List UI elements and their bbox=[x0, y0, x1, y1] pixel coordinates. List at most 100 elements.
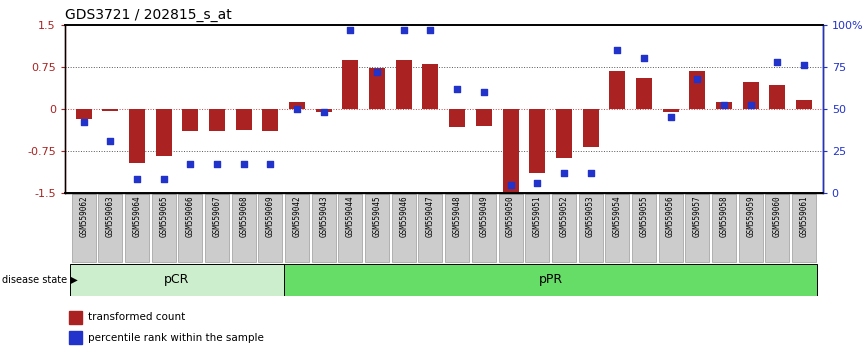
Text: GSM559051: GSM559051 bbox=[533, 195, 542, 237]
FancyBboxPatch shape bbox=[792, 194, 816, 262]
Bar bbox=[209, 109, 225, 131]
Text: GSM559047: GSM559047 bbox=[426, 195, 435, 237]
Point bbox=[557, 170, 571, 176]
FancyBboxPatch shape bbox=[472, 194, 496, 262]
Bar bbox=[369, 69, 385, 109]
FancyBboxPatch shape bbox=[685, 194, 709, 262]
Text: pCR: pCR bbox=[165, 273, 190, 286]
FancyBboxPatch shape bbox=[552, 194, 576, 262]
Text: GSM559060: GSM559060 bbox=[772, 195, 782, 237]
Text: pPR: pPR bbox=[539, 273, 563, 286]
FancyBboxPatch shape bbox=[365, 194, 389, 262]
Text: GSM559053: GSM559053 bbox=[586, 195, 595, 237]
Point bbox=[584, 170, 598, 176]
Text: GSM559045: GSM559045 bbox=[372, 195, 382, 237]
Text: GSM559056: GSM559056 bbox=[666, 195, 675, 237]
Point bbox=[77, 120, 91, 125]
Bar bbox=[636, 78, 652, 109]
Text: GSM559069: GSM559069 bbox=[266, 195, 275, 237]
Point bbox=[611, 47, 624, 53]
Text: GSM559042: GSM559042 bbox=[293, 195, 301, 237]
FancyBboxPatch shape bbox=[391, 194, 416, 262]
Point bbox=[797, 62, 811, 68]
Bar bbox=[502, 109, 519, 192]
Bar bbox=[583, 109, 598, 147]
Bar bbox=[716, 102, 732, 109]
FancyBboxPatch shape bbox=[258, 194, 282, 262]
Point bbox=[344, 27, 358, 33]
Bar bbox=[156, 109, 171, 156]
FancyBboxPatch shape bbox=[125, 194, 149, 262]
Bar bbox=[743, 82, 759, 109]
Bar bbox=[289, 102, 305, 109]
Bar bbox=[396, 60, 412, 109]
FancyBboxPatch shape bbox=[99, 194, 122, 262]
Bar bbox=[769, 85, 785, 109]
Text: GSM559049: GSM559049 bbox=[480, 195, 488, 237]
Point bbox=[290, 106, 304, 112]
FancyBboxPatch shape bbox=[605, 194, 630, 262]
FancyBboxPatch shape bbox=[178, 194, 203, 262]
Point bbox=[317, 109, 331, 115]
Text: GSM559066: GSM559066 bbox=[186, 195, 195, 237]
Text: GSM559055: GSM559055 bbox=[639, 195, 649, 237]
Text: GSM559061: GSM559061 bbox=[799, 195, 809, 237]
Bar bbox=[129, 109, 145, 163]
Point bbox=[663, 114, 677, 120]
Bar bbox=[796, 101, 812, 109]
FancyBboxPatch shape bbox=[152, 194, 176, 262]
FancyBboxPatch shape bbox=[712, 194, 736, 262]
Text: GDS3721 / 202815_s_at: GDS3721 / 202815_s_at bbox=[65, 8, 232, 22]
Bar bbox=[689, 71, 705, 109]
Text: GSM559046: GSM559046 bbox=[399, 195, 408, 237]
Text: GSM559043: GSM559043 bbox=[320, 195, 328, 237]
Bar bbox=[556, 109, 572, 158]
Bar bbox=[236, 109, 252, 130]
Text: percentile rank within the sample: percentile rank within the sample bbox=[87, 332, 263, 343]
Text: GSM559054: GSM559054 bbox=[613, 195, 622, 237]
Bar bbox=[449, 109, 465, 127]
Point bbox=[530, 180, 544, 185]
FancyBboxPatch shape bbox=[72, 194, 95, 262]
Point bbox=[263, 161, 277, 167]
FancyBboxPatch shape bbox=[312, 194, 336, 262]
FancyBboxPatch shape bbox=[232, 194, 255, 262]
Point bbox=[450, 86, 464, 92]
Text: GSM559044: GSM559044 bbox=[346, 195, 355, 237]
Bar bbox=[475, 109, 492, 126]
Text: GSM559065: GSM559065 bbox=[159, 195, 168, 237]
Point bbox=[103, 138, 117, 144]
Bar bbox=[342, 60, 359, 109]
Text: GSM559050: GSM559050 bbox=[506, 195, 515, 237]
Point bbox=[423, 27, 437, 33]
Point bbox=[771, 59, 785, 65]
Text: transformed count: transformed count bbox=[87, 312, 185, 322]
Bar bbox=[316, 109, 332, 112]
Point bbox=[397, 27, 410, 33]
Point bbox=[130, 177, 144, 182]
Point bbox=[210, 161, 224, 167]
Text: GSM559057: GSM559057 bbox=[693, 195, 701, 237]
FancyBboxPatch shape bbox=[285, 194, 309, 262]
Point bbox=[717, 103, 731, 108]
Bar bbox=[68, 331, 82, 344]
Bar bbox=[75, 109, 92, 119]
Bar bbox=[610, 71, 625, 109]
FancyBboxPatch shape bbox=[766, 194, 789, 262]
Text: GSM559063: GSM559063 bbox=[106, 195, 115, 237]
Point bbox=[236, 161, 250, 167]
FancyBboxPatch shape bbox=[739, 194, 763, 262]
FancyBboxPatch shape bbox=[284, 264, 818, 296]
Point bbox=[477, 89, 491, 95]
Bar bbox=[262, 109, 278, 131]
Text: GSM559052: GSM559052 bbox=[559, 195, 568, 237]
Text: GSM559062: GSM559062 bbox=[79, 195, 88, 237]
Point bbox=[504, 182, 518, 187]
FancyBboxPatch shape bbox=[445, 194, 469, 262]
Text: GSM559068: GSM559068 bbox=[239, 195, 249, 237]
FancyBboxPatch shape bbox=[418, 194, 443, 262]
FancyBboxPatch shape bbox=[525, 194, 549, 262]
Point bbox=[157, 177, 171, 182]
FancyBboxPatch shape bbox=[578, 194, 603, 262]
Point bbox=[184, 161, 197, 167]
